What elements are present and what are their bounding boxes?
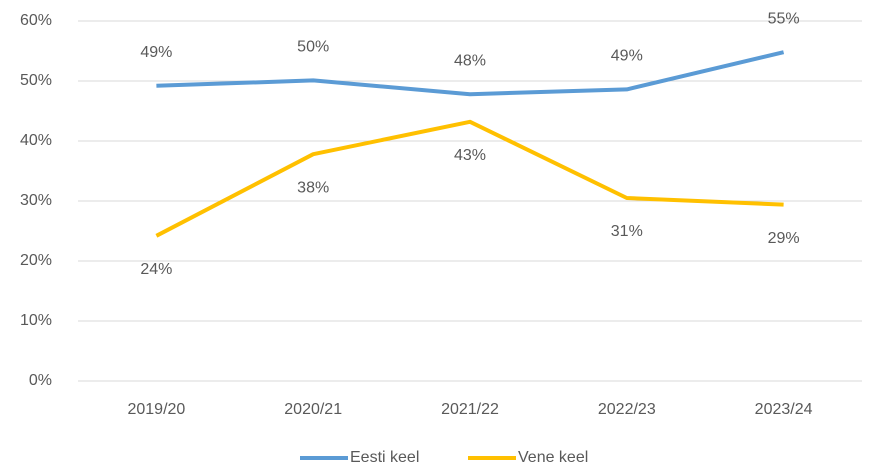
y-tick-label: 50% [20, 72, 52, 89]
x-tick-label: 2023/24 [755, 401, 813, 418]
data-label: 55% [768, 10, 800, 27]
data-label: 43% [454, 147, 486, 164]
legend-label: Vene keel [518, 449, 588, 466]
y-tick-label: 40% [20, 132, 52, 149]
series-line [155, 119, 784, 238]
y-tick-label: 10% [20, 312, 52, 329]
data-label: 49% [140, 44, 172, 61]
x-tick-label: 2021/22 [441, 401, 499, 418]
data-label: 38% [297, 179, 329, 196]
data-label: 50% [297, 39, 329, 56]
x-tick-label: 2019/20 [127, 401, 185, 418]
x-tick-label: 2022/23 [598, 401, 656, 418]
data-label: 29% [768, 230, 800, 247]
y-tick-label: 30% [20, 192, 52, 209]
data-label: 48% [454, 52, 486, 69]
data-label: 31% [611, 223, 643, 240]
x-tick-label: 2020/21 [284, 401, 342, 418]
y-tick-label: 0% [29, 372, 52, 389]
legend-label: Eesti keel [350, 449, 419, 466]
data-label: 24% [140, 261, 172, 278]
series-line [156, 50, 785, 97]
y-tick-label: 60% [20, 12, 52, 29]
y-tick-label: 20% [20, 252, 52, 269]
data-label: 49% [611, 48, 643, 65]
